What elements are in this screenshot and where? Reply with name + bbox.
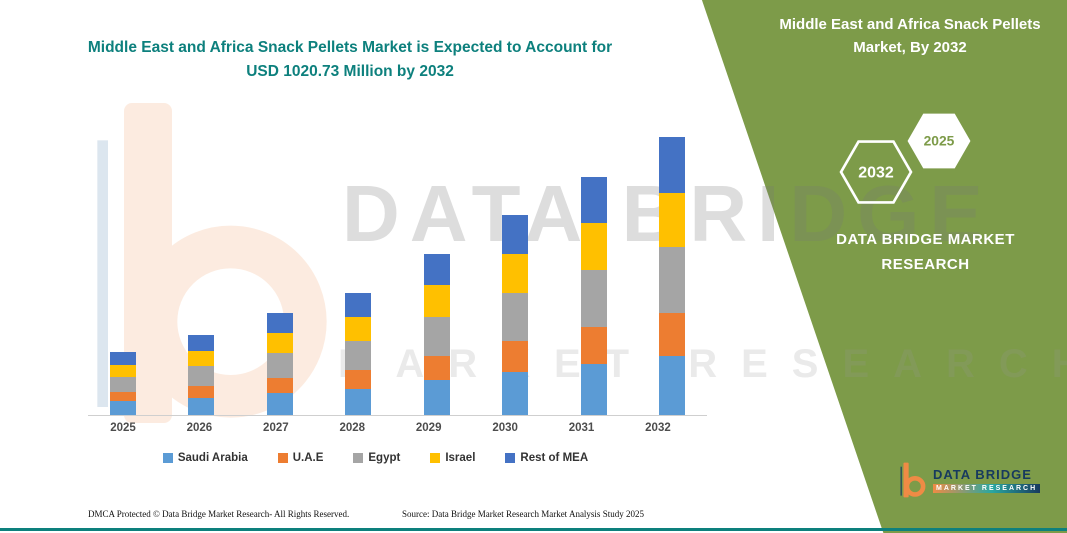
hexagon-2025-label: 2025	[924, 133, 955, 149]
footer-brand: DATA BRIDGE MARKET RESEARCH	[900, 462, 1041, 498]
watermark-logo-icon	[97, 103, 327, 423]
bar-segment-2026	[188, 385, 215, 398]
legend-item: Saudi Arabia	[162, 452, 248, 464]
bar-segment-2032	[658, 247, 685, 313]
legend: Saudi Arabia U.A.E Egypt Israel Rest of MEA	[88, 452, 663, 464]
x-axis-label: 2028	[339, 422, 366, 434]
bar-segment-2029	[423, 253, 450, 286]
legend-item: Israel	[430, 452, 475, 464]
x-axis-label: 2032	[645, 422, 671, 434]
bar-segment-2028	[345, 370, 372, 389]
brand-wordmark: DATA BRIDGE MARKET RESEARCH	[836, 231, 1015, 273]
x-axis-labels: 2025 2026 2027 2028 2029 2030 2031 2032	[88, 422, 693, 434]
bar-segment-2029	[423, 316, 450, 356]
legend-swatch-icon	[277, 453, 288, 463]
bar-segment-2026	[188, 397, 215, 415]
bar-segment-2031	[580, 363, 607, 415]
bar-segment-2025	[110, 401, 136, 415]
panel-title: Middle East and Africa Snack Pellets Mar…	[779, 16, 1041, 56]
bar-2032	[658, 136, 685, 415]
x-axis-label: 2031	[568, 422, 595, 434]
legend-label: Israel	[445, 452, 476, 464]
bar-segment-2032	[658, 136, 685, 193]
footer-brand-title: DATA BRIDGE	[933, 467, 1032, 482]
bar-segment-2030	[502, 253, 529, 294]
bar-segment-2031	[580, 327, 607, 364]
bar-segment-2027	[266, 333, 293, 354]
bar-segment-2026	[188, 350, 215, 367]
bar-segment-2027	[266, 313, 293, 334]
hexagon-2025-icon: 2025	[907, 113, 971, 169]
bar-segment-2032	[658, 192, 685, 248]
legend-label: Egypt	[368, 452, 401, 464]
bar-segment-2027	[266, 377, 293, 394]
legend-label: Saudi Arabia	[177, 452, 248, 464]
page-title: Middle East and Africa Snack Pellets Mar…	[87, 39, 613, 81]
footer-brand-subtitle: MARKET RESEARCH	[933, 484, 1041, 493]
x-axis-label: 2025	[110, 422, 136, 434]
legend-swatch-icon	[505, 453, 516, 463]
x-axis-label: 2027	[263, 422, 289, 434]
legend-swatch-icon	[162, 453, 173, 463]
bar-2025	[110, 352, 136, 415]
bar-segment-2032	[658, 356, 685, 415]
bar-segment-2029	[423, 380, 450, 415]
legend-swatch-icon	[353, 453, 364, 463]
hexagon-2032-icon: 2032	[839, 140, 913, 204]
legend-item: Egypt	[353, 452, 400, 464]
legend-item: Rest of MEA	[505, 452, 588, 464]
x-axis-label: 2030	[492, 422, 518, 434]
bar-segment-2025	[110, 376, 136, 392]
bottom-accent-bar	[0, 528, 1067, 531]
dmca-notice: DMCA Protected © Data Bridge Market Rese…	[88, 509, 350, 519]
bar-segment-2031	[580, 176, 607, 224]
bar-segment-2027	[266, 393, 293, 415]
bar-segment-2027	[266, 353, 293, 378]
legend-label: Rest of MEA	[520, 452, 589, 464]
bar-segment-2030	[502, 341, 529, 372]
bar-segment-2029	[423, 355, 450, 381]
bar-2028	[345, 293, 372, 415]
bar-segment-2028	[345, 317, 372, 342]
bar-segment-2030	[502, 293, 529, 342]
bar-segment-2028	[345, 293, 372, 318]
bar-segment-2025	[110, 352, 136, 365]
bar-segment-2028	[345, 341, 372, 371]
bar-segment-2032	[658, 312, 685, 357]
plot-area	[88, 130, 707, 416]
source-note: Source: Data Bridge Market Research Mark…	[402, 509, 644, 519]
bar-segment-2026	[188, 366, 215, 386]
bar-2026	[188, 335, 215, 415]
bar-2029	[423, 253, 450, 415]
bar-segment-2025	[110, 364, 136, 377]
bar-segment-2028	[345, 388, 372, 415]
bar-2027	[266, 313, 293, 415]
bar-segment-2026	[188, 335, 215, 351]
legend-label: U.A.E	[292, 452, 324, 464]
bar-segment-2031	[580, 269, 607, 328]
data-bridge-logo-icon	[900, 462, 926, 498]
bar-segment-2025	[110, 391, 136, 402]
legend-item: U.A.E	[277, 452, 324, 464]
bar-segment-2030	[502, 372, 529, 415]
x-axis-label: 2026	[186, 422, 213, 434]
bar-segment-2029	[423, 285, 450, 317]
hexagon-2032-label: 2032	[858, 164, 894, 181]
bar-2031	[580, 176, 607, 415]
x-axis-label: 2029	[415, 422, 442, 434]
bar-segment-2031	[580, 223, 607, 270]
bar-2030	[502, 214, 529, 415]
legend-swatch-icon	[430, 453, 441, 463]
bar-segment-2030	[502, 214, 529, 254]
watermark-text-secondary: MARKET RESEARCH	[338, 342, 1067, 386]
